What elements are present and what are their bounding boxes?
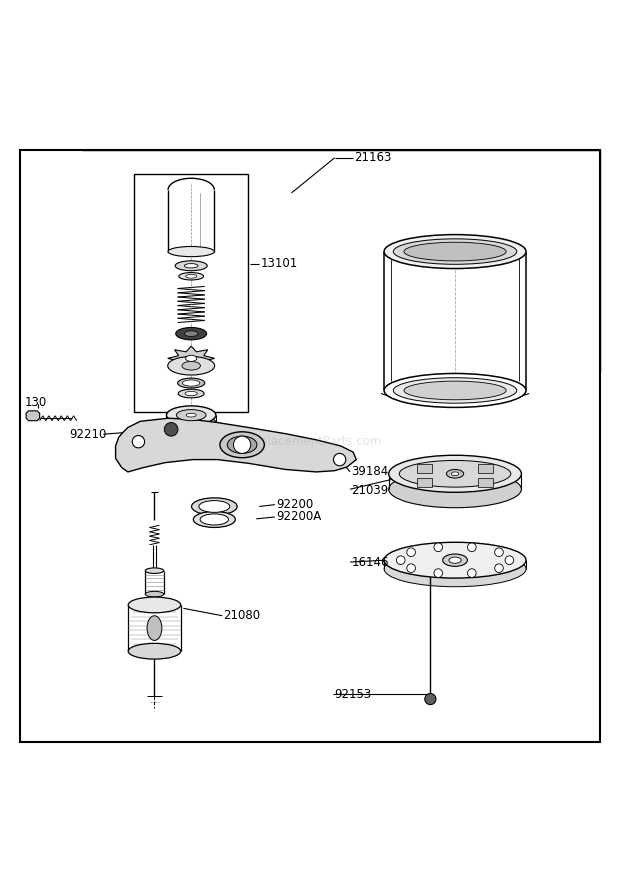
- Ellipse shape: [167, 406, 216, 425]
- Ellipse shape: [384, 551, 526, 587]
- Ellipse shape: [128, 643, 180, 659]
- Ellipse shape: [145, 568, 164, 574]
- Text: 92200A: 92200A: [276, 510, 321, 524]
- Text: 92210: 92210: [69, 428, 107, 441]
- Ellipse shape: [220, 432, 264, 458]
- Ellipse shape: [393, 377, 517, 403]
- Ellipse shape: [446, 469, 464, 478]
- Bar: [417, 478, 432, 487]
- Ellipse shape: [399, 460, 511, 487]
- Ellipse shape: [404, 381, 506, 400]
- Text: 92200: 92200: [276, 498, 313, 511]
- Bar: [417, 464, 432, 473]
- Ellipse shape: [176, 409, 206, 421]
- Ellipse shape: [389, 455, 521, 492]
- Ellipse shape: [228, 436, 257, 453]
- Circle shape: [467, 569, 476, 577]
- Circle shape: [164, 423, 178, 436]
- Ellipse shape: [177, 378, 205, 388]
- Circle shape: [434, 569, 443, 577]
- Ellipse shape: [384, 542, 526, 578]
- Ellipse shape: [145, 591, 164, 597]
- Circle shape: [425, 693, 436, 705]
- Ellipse shape: [186, 413, 196, 417]
- Polygon shape: [168, 346, 215, 370]
- Ellipse shape: [147, 615, 162, 640]
- Ellipse shape: [443, 554, 467, 566]
- Ellipse shape: [185, 392, 197, 396]
- Bar: [479, 478, 493, 487]
- Ellipse shape: [182, 361, 200, 370]
- Ellipse shape: [175, 327, 206, 340]
- Circle shape: [234, 436, 250, 453]
- Circle shape: [467, 543, 476, 551]
- Ellipse shape: [449, 558, 461, 563]
- Ellipse shape: [184, 331, 198, 336]
- Ellipse shape: [200, 514, 229, 525]
- Circle shape: [505, 556, 514, 565]
- Ellipse shape: [384, 374, 526, 408]
- Text: 21163: 21163: [355, 152, 392, 164]
- Text: 21080: 21080: [224, 609, 261, 623]
- Ellipse shape: [404, 243, 506, 261]
- Ellipse shape: [199, 500, 230, 512]
- Ellipse shape: [451, 472, 459, 475]
- Ellipse shape: [168, 246, 215, 257]
- Ellipse shape: [384, 235, 526, 268]
- Text: 130: 130: [25, 396, 47, 409]
- Ellipse shape: [167, 415, 216, 430]
- Circle shape: [132, 435, 144, 448]
- Circle shape: [407, 564, 415, 573]
- Ellipse shape: [185, 355, 197, 361]
- Polygon shape: [26, 411, 40, 421]
- Ellipse shape: [128, 597, 180, 613]
- Ellipse shape: [192, 498, 237, 515]
- Ellipse shape: [389, 471, 521, 508]
- Ellipse shape: [184, 264, 198, 268]
- Ellipse shape: [175, 260, 207, 270]
- Circle shape: [334, 453, 346, 466]
- Bar: [134, 175, 248, 412]
- Circle shape: [434, 543, 443, 551]
- Ellipse shape: [178, 389, 204, 398]
- Ellipse shape: [168, 357, 215, 375]
- Ellipse shape: [193, 511, 236, 527]
- Text: 39184: 39184: [352, 466, 389, 478]
- Circle shape: [495, 564, 503, 573]
- Text: 92153: 92153: [335, 688, 372, 700]
- Circle shape: [396, 556, 405, 565]
- Ellipse shape: [179, 273, 203, 280]
- Circle shape: [407, 548, 415, 557]
- Text: 13101: 13101: [260, 258, 298, 270]
- Text: eReplacementParts.com: eReplacementParts.com: [238, 435, 382, 448]
- Ellipse shape: [182, 380, 200, 386]
- Polygon shape: [115, 418, 356, 472]
- Bar: [479, 464, 493, 473]
- Circle shape: [495, 548, 503, 557]
- Ellipse shape: [393, 239, 517, 264]
- Ellipse shape: [185, 275, 197, 278]
- Text: 16146: 16146: [352, 556, 389, 568]
- Text: 21039: 21039: [352, 484, 389, 497]
